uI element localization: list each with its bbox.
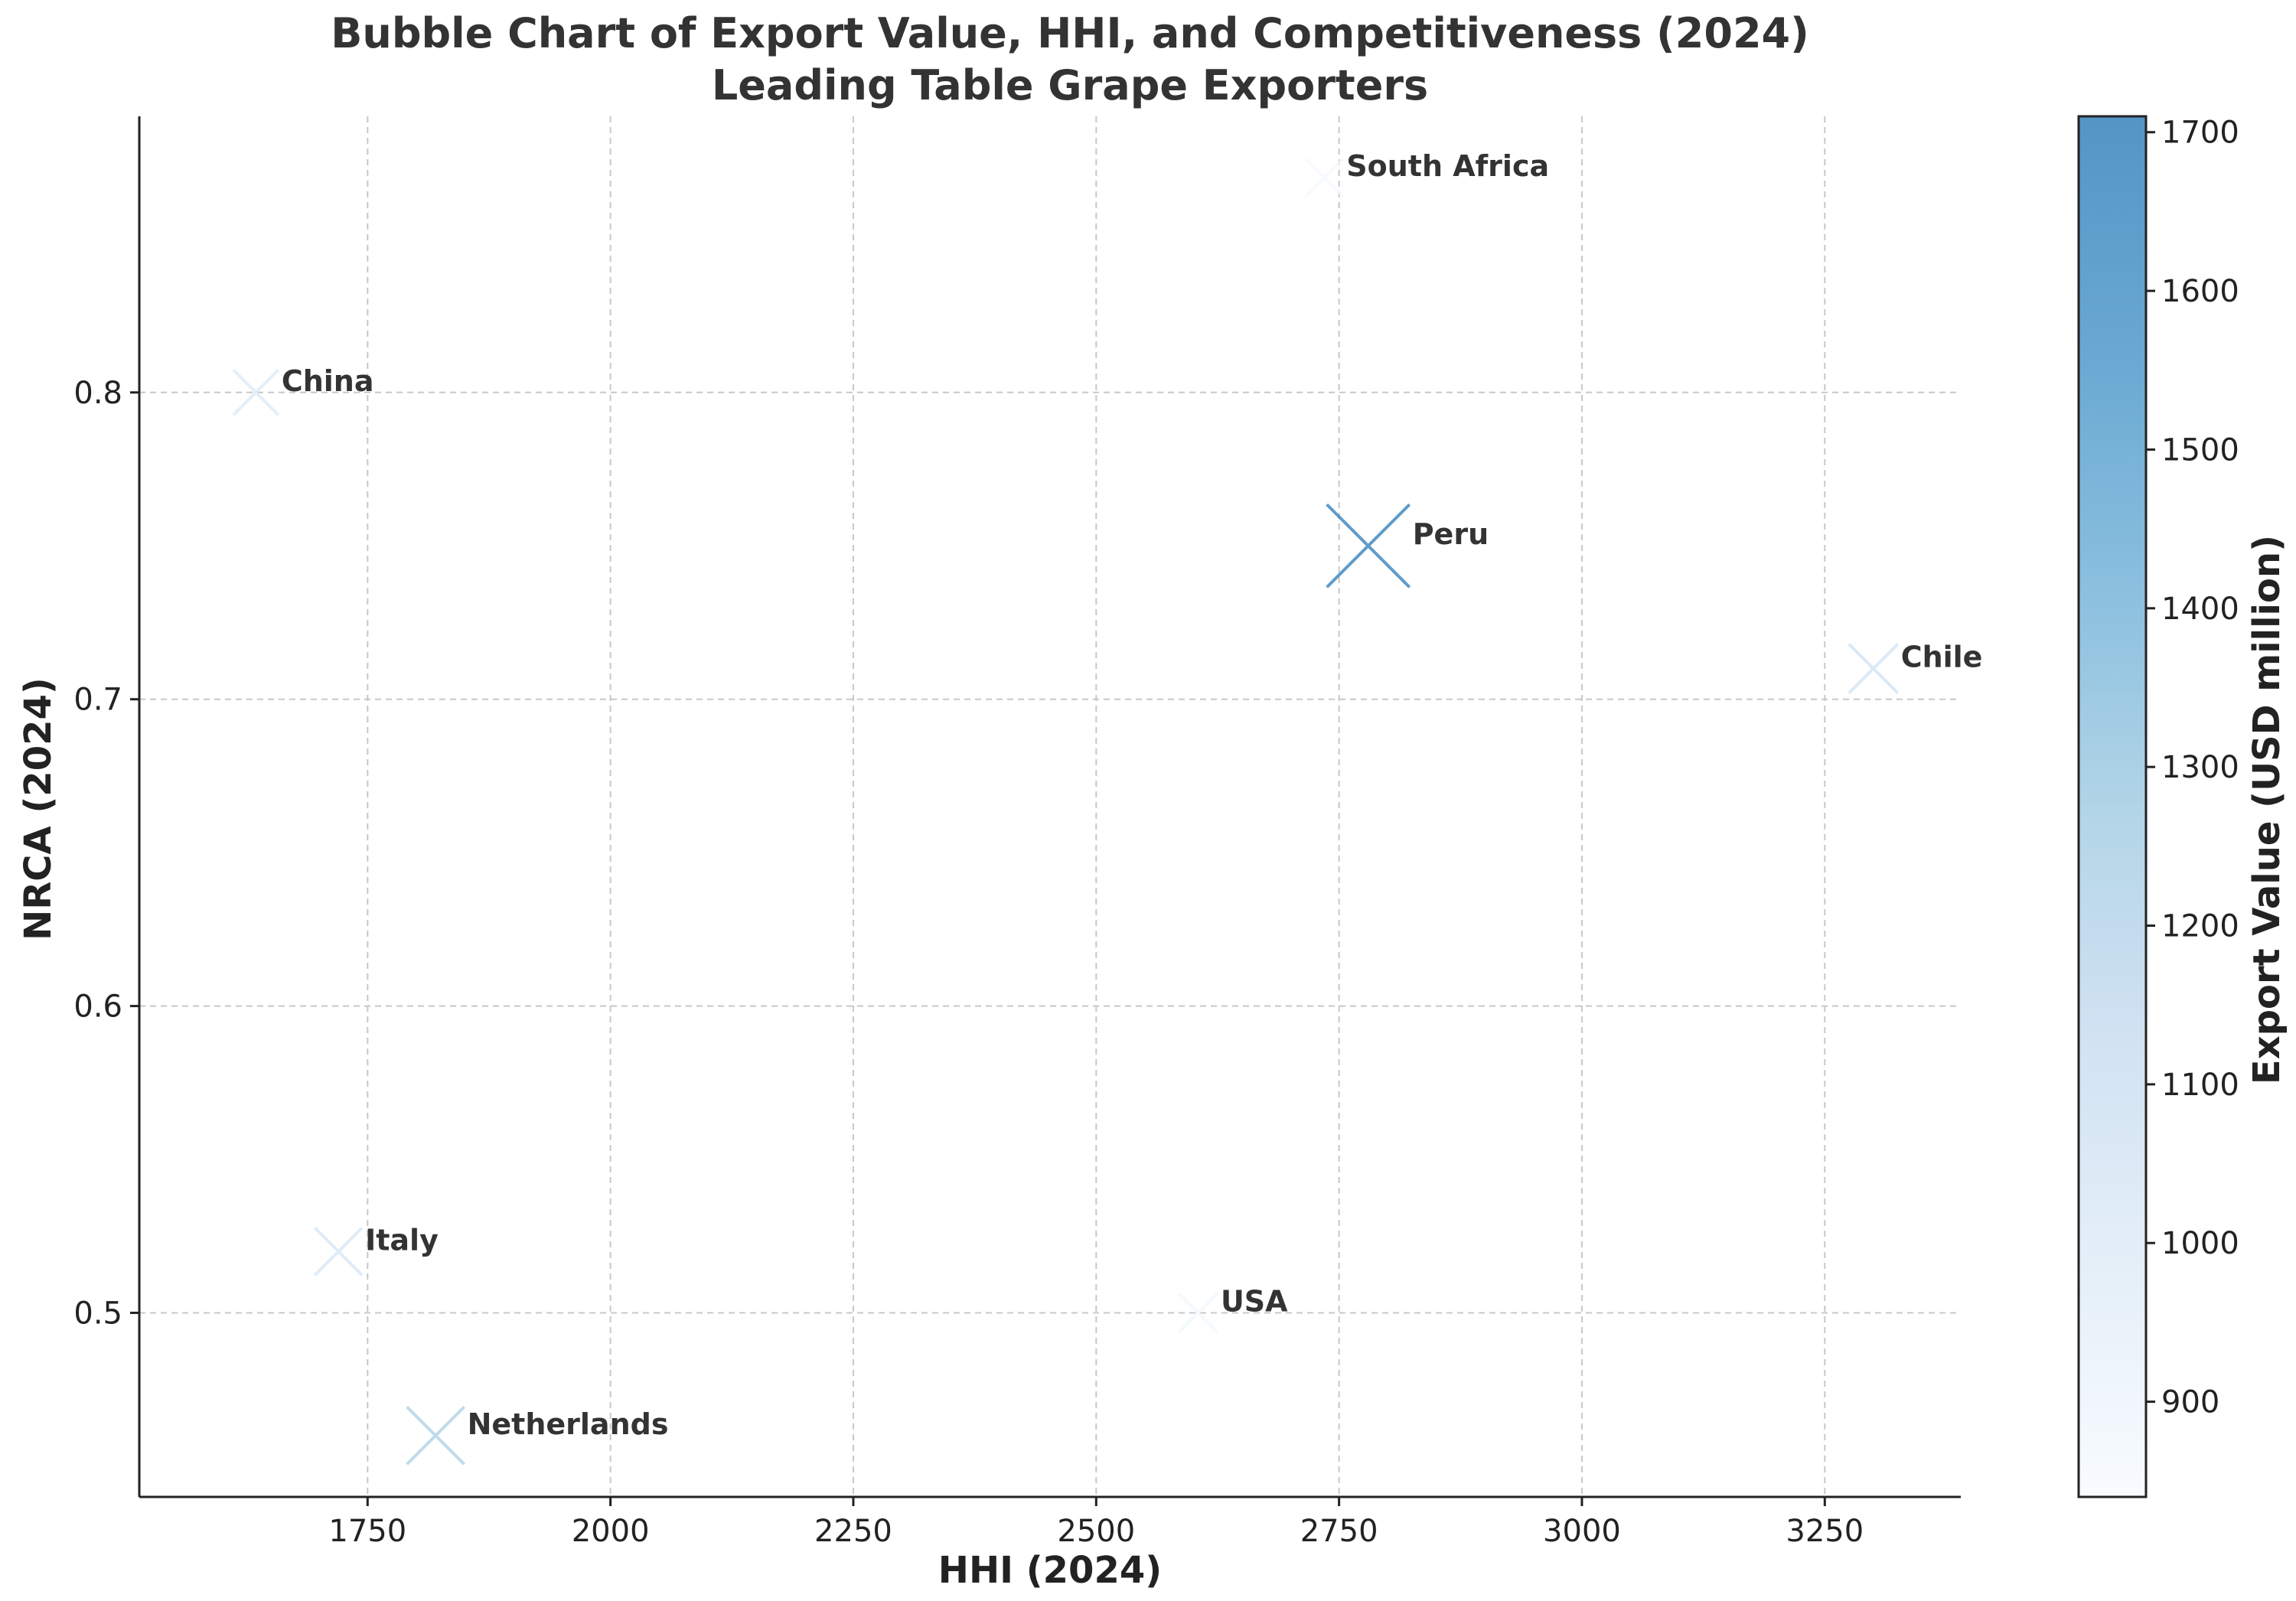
axes	[138, 116, 1961, 1498]
x-axis-label: HHI (2024)	[938, 1549, 1162, 1592]
point-label: Chile	[1901, 641, 1983, 674]
point-marker-stroke	[232, 368, 280, 416]
chart-subtitle: Leading Table Grape Exporters	[712, 61, 1428, 109]
data-point-usa	[1177, 1292, 1219, 1334]
point-label: China	[282, 364, 374, 398]
point-marker-stroke	[1177, 1292, 1219, 1334]
colorbar-tick-label: 1300	[2161, 750, 2239, 785]
colorbar-frame	[2077, 115, 2148, 1498]
colorbar-gradient	[2079, 116, 2146, 1497]
y-tick-label: 0.5	[73, 1296, 122, 1331]
point-marker-stroke	[1848, 643, 1900, 694]
data-point-chile	[1848, 643, 1900, 694]
x-tick-label: 2000	[572, 1514, 650, 1549]
x-tick-label: 3000	[1543, 1514, 1621, 1549]
point-label: Netherlands	[468, 1407, 669, 1441]
data-point-netherlands	[406, 1405, 466, 1466]
x-ticks: 1750 2000 2250 2500 2750 3000 3250	[328, 1497, 1864, 1549]
colorbar-tick-label: 900	[2161, 1385, 2219, 1420]
y-tick-label: 0.8	[73, 376, 122, 411]
colorbar-label: Export Value (USD million)	[2245, 535, 2288, 1084]
point-marker-stroke	[406, 1405, 466, 1466]
colorbar-tick-label: 1600	[2161, 274, 2239, 309]
colorbar-tick-label: 1100	[2161, 1068, 2239, 1103]
point-label: Italy	[365, 1223, 439, 1257]
colorbar-tick-label: 1700	[2161, 116, 2239, 151]
point-label: South Africa	[1346, 149, 1549, 183]
data-points: China South Africa Peru Chile Italy USA Nether…	[232, 149, 1983, 1466]
data-point-china	[232, 368, 280, 416]
colorbar-tick-label: 1000	[2161, 1226, 2239, 1261]
x-tick-label: 1750	[328, 1514, 406, 1549]
x-tick-label: 3250	[1786, 1514, 1864, 1549]
point-label: USA	[1221, 1284, 1288, 1318]
x-tick-label: 2500	[1057, 1514, 1135, 1549]
y-tick-label: 0.7	[73, 683, 122, 718]
point-marker-stroke	[1304, 158, 1345, 198]
data-point-italy	[313, 1226, 364, 1277]
point-marker-stroke	[313, 1226, 364, 1277]
chart-title: Bubble Chart of Export Value, HHI, and C…	[331, 9, 1809, 57]
data-point-south-africa	[1304, 158, 1345, 198]
y-tick-label: 0.6	[73, 990, 122, 1025]
colorbar-tick-label: 1500	[2161, 432, 2239, 468]
point-label: Peru	[1413, 517, 1489, 551]
y-ticks: 0.5 0.6 0.7 0.8	[73, 376, 139, 1331]
colorbar-tick-label: 1200	[2161, 909, 2239, 944]
grid	[139, 116, 1961, 1497]
colorbar: 900 1000 1100 1200 1300 1400 1500 1600 1700	[2077, 115, 2239, 1498]
data-point-peru	[1326, 503, 1411, 589]
x-tick-label: 2750	[1300, 1514, 1378, 1549]
y-axis-label: NRCA (2024)	[17, 677, 60, 941]
point-marker-stroke	[1326, 503, 1411, 589]
colorbar-tick-label: 1400	[2161, 592, 2239, 627]
x-tick-label: 2250	[814, 1514, 892, 1549]
